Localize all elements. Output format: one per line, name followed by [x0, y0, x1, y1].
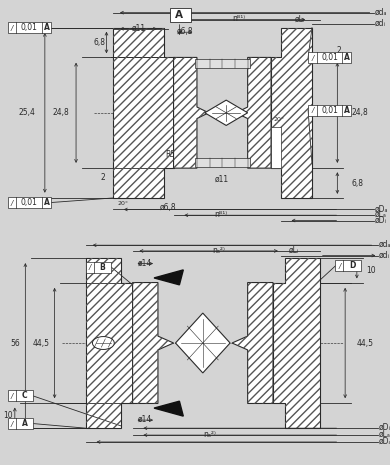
Polygon shape [176, 313, 230, 373]
Text: B: B [100, 263, 105, 272]
Text: ø11: ø11 [215, 175, 229, 184]
Text: /: / [89, 264, 91, 270]
Text: 10: 10 [3, 412, 12, 420]
Text: /: / [11, 393, 13, 399]
Text: /: / [11, 25, 13, 31]
Text: 24,8: 24,8 [351, 108, 368, 117]
Bar [86, 261, 111, 272]
Text: C: C [22, 392, 27, 400]
Text: 0,01: 0,01 [321, 53, 338, 62]
Bar [195, 158, 250, 167]
Polygon shape [236, 58, 271, 168]
Text: /: / [311, 107, 314, 113]
Text: ø6,8: ø6,8 [160, 203, 177, 212]
Bar [308, 105, 351, 116]
Text: 24,8: 24,8 [52, 108, 69, 117]
Text: A: A [43, 23, 50, 32]
Text: ødᵢ: ødᵢ [378, 250, 389, 259]
Text: nᴮ¹⁾: nᴮ¹⁾ [215, 210, 228, 219]
Text: 44,5: 44,5 [32, 339, 50, 347]
Text: ø14: ø14 [138, 415, 152, 424]
Text: 6,8: 6,8 [94, 38, 105, 47]
Text: nₐ²⁾: nₐ²⁾ [213, 246, 225, 255]
Text: øLₐ: øLₐ [374, 210, 386, 219]
Text: 10: 10 [367, 266, 376, 275]
Polygon shape [154, 401, 183, 416]
Text: nᴮ¹⁾: nᴮ¹⁾ [232, 14, 245, 23]
Bar [195, 59, 250, 68]
Text: A: A [344, 53, 350, 62]
Text: ø14: ø14 [138, 259, 152, 267]
Text: øDₐ: øDₐ [374, 204, 388, 213]
Text: ø6,8: ø6,8 [177, 27, 193, 36]
Text: 0,01: 0,01 [21, 198, 38, 207]
Text: /: / [11, 199, 13, 206]
Bar [8, 22, 51, 33]
Text: 44,5: 44,5 [357, 339, 374, 347]
Text: D: D [349, 261, 355, 271]
Bar [170, 8, 191, 22]
Text: 25,4: 25,4 [19, 108, 36, 117]
Polygon shape [154, 270, 183, 285]
Text: 2: 2 [101, 173, 106, 182]
Text: A: A [344, 106, 350, 115]
Circle shape [92, 337, 114, 350]
Polygon shape [205, 100, 248, 126]
Text: /: / [338, 263, 340, 269]
Text: ø11: ø11 [131, 24, 145, 33]
Bar [8, 418, 33, 429]
Text: /: / [11, 420, 13, 426]
Text: 20°: 20° [117, 201, 128, 206]
Text: /: / [311, 54, 314, 60]
Text: 0,01: 0,01 [21, 23, 38, 32]
Text: øLᵢ: øLᵢ [294, 14, 305, 23]
Text: 6,8: 6,8 [351, 179, 363, 187]
Text: ødᵢ: ødᵢ [374, 19, 385, 28]
Polygon shape [232, 283, 273, 404]
Text: øDᵢ: øDᵢ [378, 423, 390, 432]
Bar [308, 52, 351, 63]
Polygon shape [271, 126, 281, 168]
Text: øDₐ: øDₐ [378, 437, 390, 446]
Polygon shape [113, 27, 174, 198]
Text: A: A [21, 419, 28, 428]
Bar [8, 391, 33, 401]
Polygon shape [273, 258, 320, 428]
Polygon shape [133, 283, 174, 404]
Text: øLᵢ: øLᵢ [289, 246, 299, 255]
Text: nₐ²⁾: nₐ²⁾ [203, 430, 216, 439]
Text: A: A [43, 198, 50, 207]
Bar [8, 197, 51, 208]
Text: 2: 2 [337, 46, 342, 55]
Text: 56: 56 [11, 339, 21, 347]
Text: 20°: 20° [273, 117, 284, 122]
Text: øDᵢ: øDᵢ [374, 215, 386, 224]
Polygon shape [271, 27, 312, 198]
Text: ødₐ: ødₐ [374, 7, 387, 16]
Polygon shape [86, 258, 133, 428]
Text: 0,01: 0,01 [321, 106, 338, 115]
Bar [335, 260, 361, 272]
Text: A: A [176, 10, 183, 20]
Text: ødₐ: ødₐ [378, 240, 390, 249]
Text: øLₐ: øLₐ [378, 430, 390, 439]
Polygon shape [174, 58, 209, 168]
Text: R5: R5 [166, 150, 176, 159]
